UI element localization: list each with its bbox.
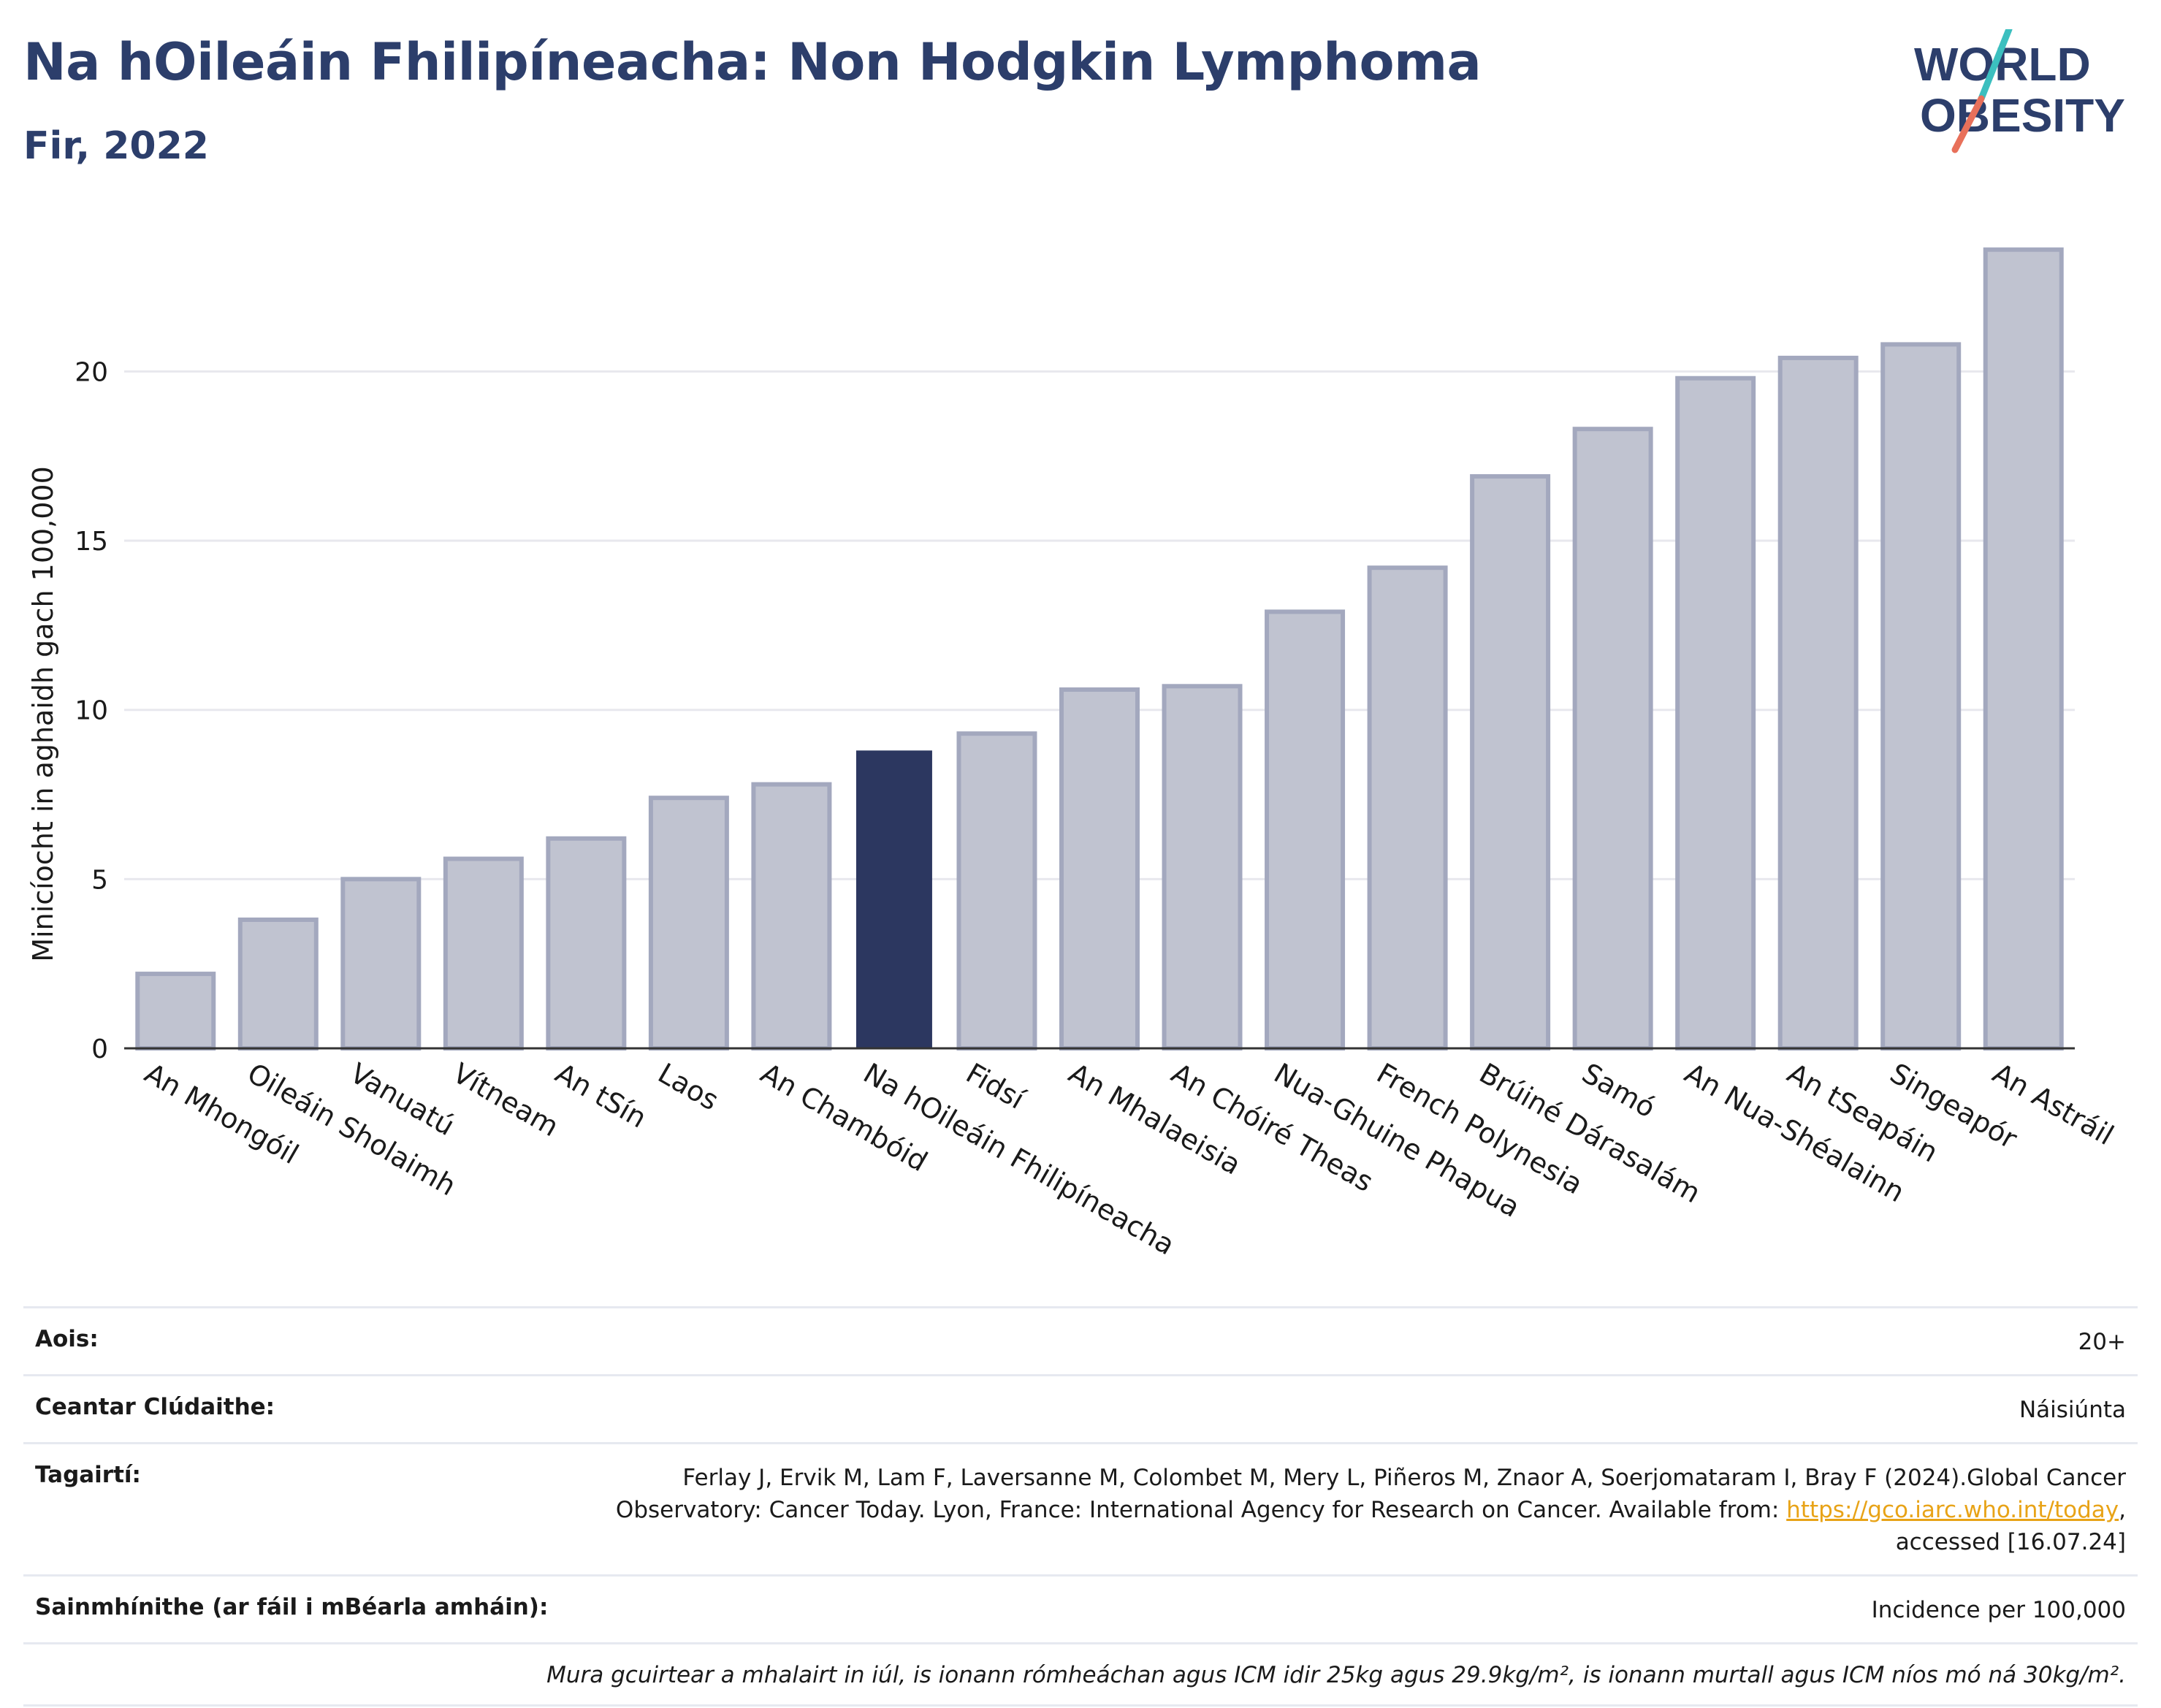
x-tick-label: Fidsí [961,1057,1031,1116]
bar [1265,609,1346,1051]
references-line-2: Observatory: Cancer Today. Lyon, France:… [615,1497,1780,1523]
note-row: Mura gcuirtear a mhalairt in iúl, is ion… [23,1642,2138,1707]
bar [1880,342,1962,1051]
y-tick-label: 5 [91,865,108,895]
bar [1777,355,1859,1051]
x-tick-label: Vítneam [447,1057,564,1143]
bar-highlight [855,750,932,1048]
references-line-1: Ferlay J, Ervik M, Lam F, Laversanne M, … [682,1465,2126,1491]
coverage-row: Ceantar Clúdaithe: Náisiúnta [23,1374,2138,1442]
bar [751,782,832,1051]
bar [340,877,422,1051]
y-tick-label: 0 [91,1034,108,1064]
logo-line-2: OBESITY [1920,89,2125,142]
bar [1675,375,1756,1051]
x-tick-label: An tSín [550,1057,652,1135]
definitions-value: Incidence per 100,000 [1871,1597,2126,1623]
logo-slash-bottom [1951,95,1985,153]
definitions-label: Sainmhínithe (ar fáil i mBéarla amháin): [35,1594,549,1620]
coverage-value: Náisiúnta [2019,1397,2126,1423]
age-label: Aois: [35,1326,99,1352]
bar [1983,247,2064,1051]
y-tick-label: 20 [75,357,108,387]
y-axis-label: Minicíocht in aghaidh gach 100,000 [27,466,59,962]
bar [648,796,729,1051]
bar [443,856,524,1051]
definitions-row: Sainmhínithe (ar fáil i mBéarla amháin):… [23,1574,2138,1642]
logo-slash-top [1978,26,2013,102]
x-tick-label: Laos [652,1057,724,1117]
bar [956,731,1037,1051]
references-row: Tagairtí: Ferlay J, Ervik M, Lam F, Lave… [23,1442,2138,1574]
info-table: Aois: 20+ Ceantar Clúdaithe: Náisiúnta T… [23,1306,2138,1707]
y-tick-labels: 0 5 10 15 20 [75,357,108,1064]
references-line-3: accessed [16.07.24] [1895,1529,2126,1555]
age-row: Aois: 20+ [23,1306,2138,1374]
bar [546,836,627,1051]
page-title: Na hOileáin Fhilipíneacha: Non Hodgkin L… [23,32,1482,92]
bar [1572,427,1653,1051]
bar [135,972,216,1051]
page-subtitle: Fir, 2022 [23,124,209,168]
y-tick-label: 10 [75,696,108,726]
bar [1059,687,1140,1051]
bar [1162,684,1243,1051]
y-tick-label: 15 [75,527,108,557]
bars [135,247,2064,1051]
footnote: Mura gcuirtear a mhalairt in iúl, is ion… [546,1662,2126,1688]
bar [237,917,319,1051]
references-label: Tagairtí: [35,1462,141,1488]
logo-graphic: WORLD OBESITY [1914,26,2125,153]
references-value: Ferlay J, Ervik M, Lam F, Laversanne M, … [615,1465,2126,1555]
bar [1367,565,1448,1051]
x-tick-label: An Mhalaeisia [1064,1057,1246,1181]
references-link[interactable]: https://gco.iarc.who.int/today [1786,1497,2119,1523]
bar [1470,474,1551,1051]
world-obesity-logo: WORLD OBESITY [1899,26,2148,161]
coverage-label: Ceantar Clúdaithe: [35,1394,275,1420]
age-value: 20+ [2078,1329,2126,1355]
